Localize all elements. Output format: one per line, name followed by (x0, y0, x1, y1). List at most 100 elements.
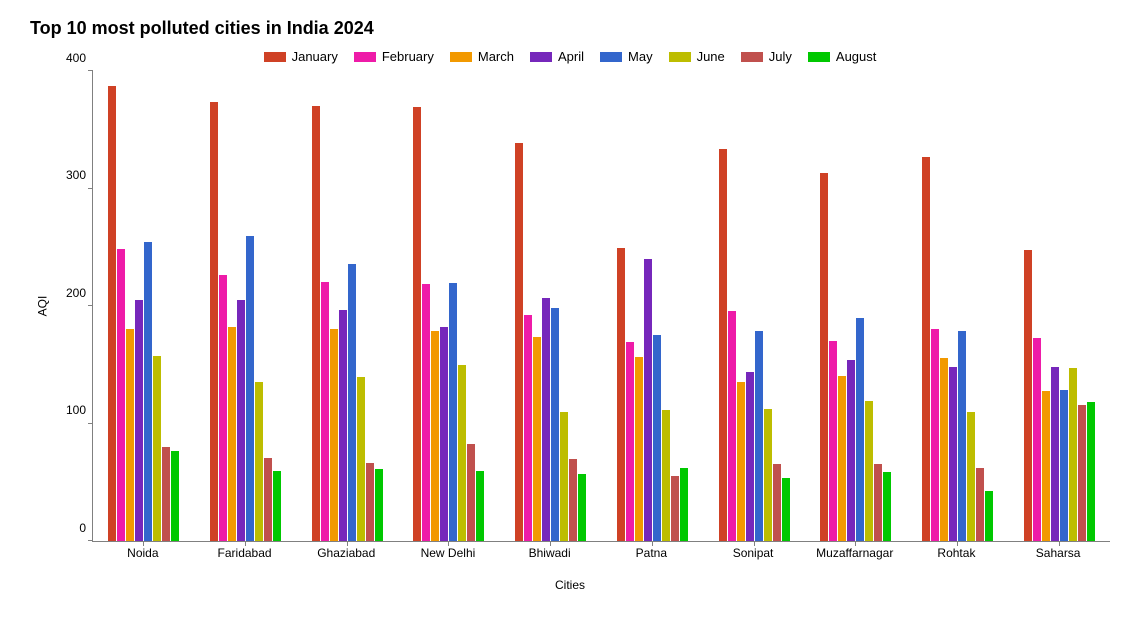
legend: January February March April May June July Augu… (30, 49, 1110, 65)
bar (578, 474, 586, 541)
bar (569, 459, 577, 540)
bar (1060, 390, 1068, 540)
legend-swatch (600, 52, 622, 62)
bar (755, 331, 763, 540)
bar (171, 451, 179, 540)
y-tick-mark (88, 423, 93, 424)
bar (440, 327, 448, 541)
bar (162, 447, 170, 541)
legend-swatch (450, 52, 472, 62)
bar (949, 367, 957, 541)
bar (1042, 391, 1050, 540)
legend-swatch (808, 52, 830, 62)
chart-title: Top 10 most polluted cities in India 202… (30, 18, 1110, 39)
x-tick-label: Muzaffarnagar (816, 546, 893, 560)
bar (644, 259, 652, 541)
y-tick-mark (88, 70, 93, 71)
bar (312, 106, 320, 541)
bar (820, 173, 828, 541)
bar (1069, 368, 1077, 541)
legend-label: February (382, 49, 434, 64)
legend-label: January (292, 49, 338, 64)
bar (1033, 338, 1041, 540)
legend-item: May (600, 49, 653, 64)
bar (264, 458, 272, 540)
bar (210, 102, 218, 540)
bar (560, 412, 568, 540)
bar (524, 315, 532, 541)
x-tick-label: Ghaziabad (317, 546, 375, 560)
legend-swatch (354, 52, 376, 62)
legend-swatch (741, 52, 763, 62)
bar (1087, 402, 1095, 541)
bar (330, 329, 338, 541)
bar (135, 300, 143, 541)
bar (829, 341, 837, 541)
bar (476, 471, 484, 540)
legend-item: April (530, 49, 584, 64)
bar (431, 331, 439, 540)
bar-group (108, 86, 179, 541)
bar-group (922, 157, 993, 540)
bar (321, 282, 329, 541)
bar-group (820, 173, 891, 541)
bar (551, 308, 559, 541)
bar (542, 298, 550, 540)
bar (117, 249, 125, 540)
legend-label: June (697, 49, 725, 64)
x-tick-label: Rohtak (937, 546, 975, 560)
legend-item: January (264, 49, 338, 64)
y-tick-mark (88, 188, 93, 189)
bar-group (515, 143, 586, 540)
y-tick-label: 400 (56, 51, 86, 65)
bar (348, 264, 356, 540)
bar (626, 342, 634, 541)
y-tick-label: 200 (56, 286, 86, 300)
bar (255, 382, 263, 541)
bar (847, 360, 855, 541)
bar (515, 143, 523, 540)
legend-swatch (669, 52, 691, 62)
bar (922, 157, 930, 540)
bar-group (210, 102, 281, 540)
legend-item: February (354, 49, 434, 64)
x-tick-label: Bhiwadi (529, 546, 571, 560)
bar (958, 331, 966, 540)
x-axis-label: Cities (30, 578, 1110, 592)
legend-swatch (530, 52, 552, 62)
bar (219, 275, 227, 541)
legend-item: July (741, 49, 792, 64)
y-tick-label: 100 (56, 403, 86, 417)
bar (976, 468, 984, 541)
x-tick-label: Noida (127, 546, 158, 560)
bar (467, 444, 475, 540)
bar (931, 329, 939, 541)
bar (883, 472, 891, 540)
bar-group (312, 106, 383, 541)
bar (671, 476, 679, 541)
bar (413, 107, 421, 541)
bar (273, 471, 281, 540)
bar (1051, 367, 1059, 541)
x-axis-labels: NoidaFaridabadGhaziabadNew DelhiBhiwadiP… (92, 542, 1110, 564)
x-tick-label: Sonipat (733, 546, 774, 560)
bar (339, 310, 347, 540)
bar-group (1024, 250, 1095, 540)
y-tick-mark (88, 305, 93, 306)
bar (746, 372, 754, 540)
bar (662, 410, 670, 540)
legend-item: March (450, 49, 514, 64)
y-axis-label-col: AQI (30, 71, 54, 542)
bar (228, 327, 236, 541)
x-tick-label: Faridabad (218, 546, 272, 560)
bar (985, 491, 993, 540)
bar (237, 300, 245, 541)
legend-label: August (836, 49, 876, 64)
bar (782, 478, 790, 540)
x-tick-label: New Delhi (421, 546, 476, 560)
bar (838, 376, 846, 541)
chart-container: Top 10 most polluted cities in India 202… (0, 0, 1140, 621)
bar (764, 409, 772, 541)
y-tick-label: 0 (56, 521, 86, 535)
bar (737, 382, 745, 541)
